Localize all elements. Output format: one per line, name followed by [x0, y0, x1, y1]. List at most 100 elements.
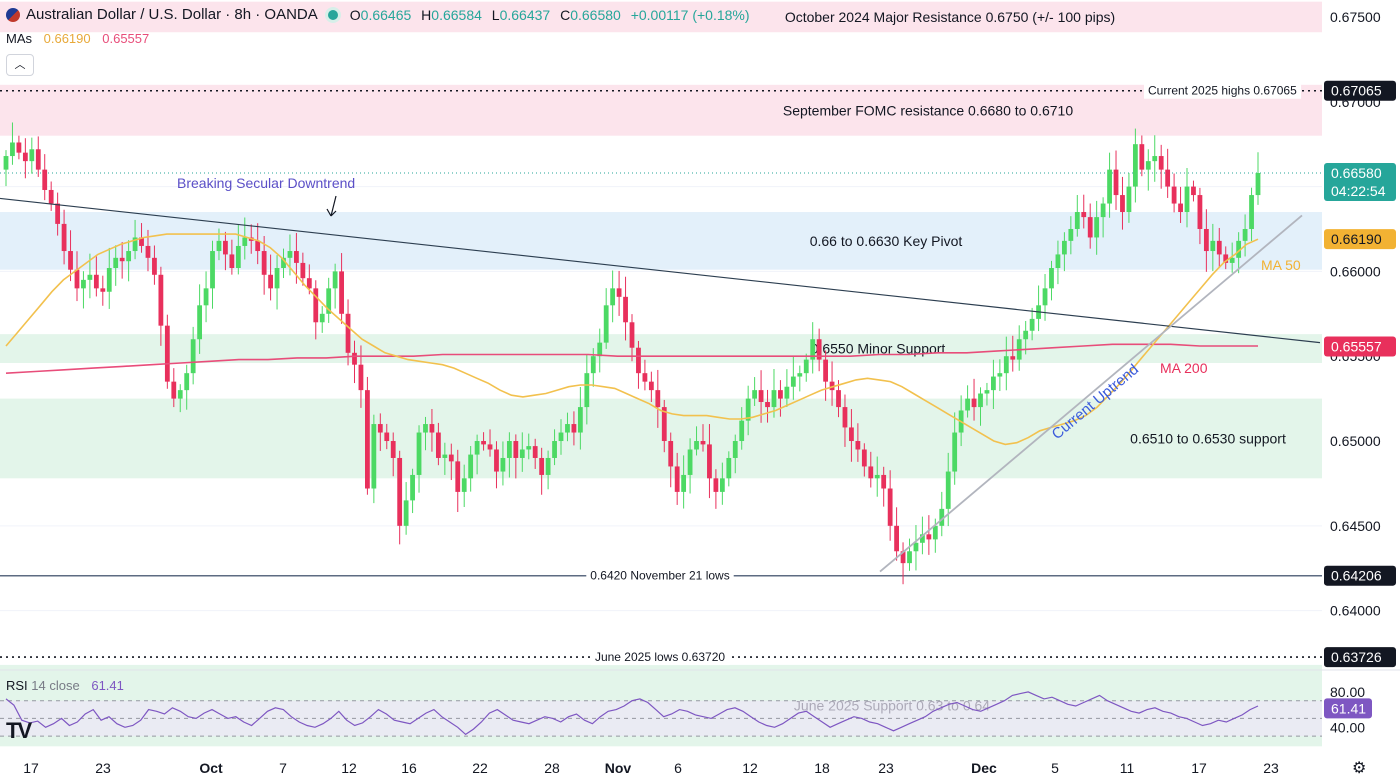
candle-body: [358, 364, 364, 391]
candle-body: [687, 449, 693, 475]
rsi-params: 14 close: [31, 678, 80, 693]
mas-legend[interactable]: MAs 0.66190 0.65557: [6, 31, 149, 46]
candle-body: [623, 296, 628, 323]
candle-body: [61, 223, 67, 252]
candle-body: [674, 466, 680, 492]
candle-body: [1010, 356, 1016, 360]
price-tag: [1324, 336, 1396, 357]
candle-body: [1029, 318, 1035, 331]
candle-body: [10, 142, 15, 157]
zone-band: [0, 1, 1322, 33]
candle-body: [545, 457, 551, 475]
candle-body: [816, 339, 822, 360]
candle-body: [655, 390, 661, 408]
candle-body: [87, 274, 93, 280]
price-tag: [1324, 80, 1396, 101]
level-label: June 2025 lows 0.63720: [595, 650, 725, 664]
price-tag: [1324, 565, 1396, 586]
candle-body: [1074, 212, 1080, 229]
candle-body: [1126, 186, 1132, 213]
candle-body: [1061, 240, 1067, 255]
ohlc-readout: O0.66465 H0.66584 L0.66437 C0.66580 +0.0…: [350, 7, 756, 23]
x-tick-label: Oct: [199, 760, 223, 776]
candle-body: [81, 279, 86, 289]
candle-body: [661, 407, 667, 442]
candle-body: [139, 237, 144, 246]
tradingview-logo-icon[interactable]: TV: [6, 718, 32, 743]
candle-body: [887, 488, 893, 526]
flag-icon: [6, 7, 20, 22]
candle-body: [810, 339, 816, 360]
candle-body: [74, 269, 80, 289]
candle-body: [1107, 169, 1112, 204]
rsi-band: [0, 700, 1322, 737]
candle-body: [384, 432, 390, 442]
candle-body: [790, 376, 796, 387]
candle-body: [132, 237, 138, 252]
candle-body: [823, 359, 829, 382]
candle-body: [429, 424, 435, 433]
candle-body: [423, 424, 428, 433]
rsi-label: RSI: [6, 678, 28, 693]
candle-body: [152, 257, 157, 275]
candle-body: [203, 288, 209, 306]
candle-body: [707, 444, 712, 479]
gear-icon[interactable]: ⚙: [1352, 760, 1367, 777]
level-label: 0.6420 November 21 lows: [590, 569, 729, 583]
candle-body: [694, 441, 699, 450]
candle-body: [836, 390, 841, 408]
zone-band: [0, 212, 1322, 270]
candle-body: [526, 446, 532, 450]
candle-body: [1210, 240, 1216, 252]
price-tick-label: 0.67500: [1330, 9, 1381, 25]
candle-body: [294, 251, 299, 263]
x-tick-label: 16: [401, 760, 417, 776]
candle-body: [991, 376, 996, 391]
high-label: H: [421, 6, 432, 23]
candle-body: [365, 390, 370, 489]
candle-body: [636, 347, 641, 374]
mas-label: MAs: [6, 31, 32, 46]
candle-body: [1081, 212, 1087, 218]
candle-body: [558, 432, 564, 442]
chevron-up-icon: ︿: [14, 59, 26, 71]
price-tag-label: 0.63726: [1331, 649, 1382, 665]
candle-body: [332, 271, 338, 289]
candle-body: [539, 457, 545, 475]
low-value: 0.66437: [499, 6, 551, 23]
candle-body: [874, 474, 880, 479]
candle-body: [997, 373, 1003, 377]
price-tick-label: 0.65000: [1330, 433, 1381, 449]
candle-body: [416, 432, 422, 475]
candle-body: [455, 461, 461, 492]
zone-label: 0.6510 to 0.6530 support: [1130, 430, 1286, 446]
candle-body: [1165, 169, 1171, 187]
price-tick-label: 0.66000: [1330, 263, 1381, 279]
candle-body: [1094, 217, 1100, 238]
candle-body: [1003, 356, 1009, 374]
collapse-legend-button[interactable]: ︿: [6, 54, 34, 76]
candle-body: [739, 420, 745, 442]
candle-body: [590, 356, 596, 374]
rsi-tick-label: 40.00: [1330, 719, 1365, 735]
candle-body: [268, 274, 273, 289]
rsi-tag-label: 61.41: [1331, 700, 1366, 716]
price-tag: [1324, 229, 1396, 250]
change-value: +0.00117 (+0.18%): [630, 6, 750, 23]
candle-body: [164, 325, 170, 382]
x-tick-label: 23: [878, 760, 894, 776]
x-tick-label: 11: [1120, 760, 1135, 776]
candle-body: [971, 398, 977, 408]
candle-body: [377, 424, 383, 433]
rsi-legend[interactable]: RSI 14 close 61.41: [6, 678, 124, 693]
candle-body: [881, 474, 887, 489]
candle-body: [913, 542, 919, 552]
candle-body: [1139, 144, 1145, 170]
ma50-value: 0.66190: [43, 31, 91, 46]
symbol-title[interactable]: Australian Dollar / U.S. Dollar · 8h · O…: [26, 6, 318, 23]
zone-label: October 2024 Major Resistance 0.6750 (+/…: [785, 9, 1115, 25]
candle-body: [1055, 254, 1061, 268]
candle-body: [861, 449, 867, 467]
candle-body: [100, 288, 106, 292]
